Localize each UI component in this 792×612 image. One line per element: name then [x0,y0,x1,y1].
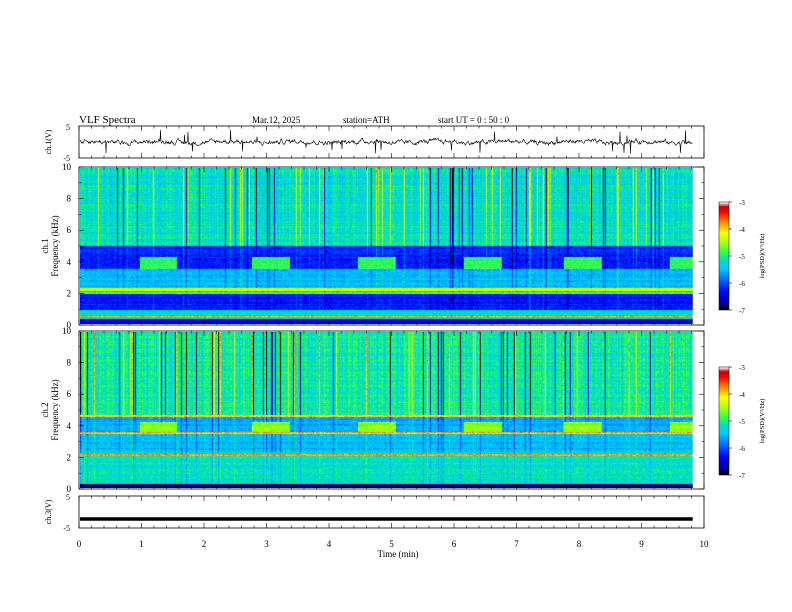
ch3-ytick-bottom: -5 [63,524,70,533]
ch1-spec-ylabel-2: Frequency (kHz) [50,215,60,276]
ch1-spectrogram-image [80,168,693,324]
x-tick-label: 10 [700,539,710,549]
ch3-ylabel: ch.3(V) [44,499,53,524]
y-tick-label: 0 [67,484,72,494]
ch2-colorbar-label: log(PSD)(V²/Hz) [759,399,766,444]
ch2-spec-yticks: 0 2 4 6 8 10 [62,326,704,494]
x-axis-ticks: 0 1 2 3 4 5 6 7 8 9 10 [77,126,709,549]
ch1-waveform-line [79,129,693,154]
x-tick-label: 9 [639,539,644,549]
y-tick-label: 4 [67,257,72,267]
ch1-ylabel: ch.1(V) [44,129,53,154]
y-tick-label: 10 [62,326,72,336]
ch1-spec-yticks: 0 2 4 6 8 10 [62,162,704,330]
ch1-colorbar-gradient [719,202,729,310]
ch1-waveform-panel: ch.1(V) 5 -5 [44,123,705,163]
y-tick-label: 6 [67,225,72,235]
date-label: Mar.12, 2025 [252,115,301,125]
x-axis-label: Time (min) [378,549,419,559]
ch2-colorbar-ticks: -3 -4 -5 -6 -7 [729,364,745,480]
ch1-ytick-bottom: -5 [63,154,70,163]
x-tick-label: 7 [514,539,519,549]
station-label: station=ATH [343,115,390,125]
ch2-colorbar: -3 -4 -5 -6 -7 log(PSD)(V²/Hz) [718,364,766,480]
x-tick-label: 4 [327,539,332,549]
ch1-colorbar-ticks: -3 -4 -5 -6 -7 [729,199,745,315]
ch1-colorbar-label: log(PSD)(V²/Hz) [759,234,766,279]
ch2-colorbar-gradient [719,367,729,475]
start-ut-label: start UT = 0 : 50 : 0 [438,115,510,125]
figure-title: VLF Spectra [79,114,136,126]
y-tick-label: 8 [67,194,72,204]
colorbar-tick-label: -3 [739,364,745,372]
colorbar-tick-label: -5 [739,253,745,261]
ch2-spectrogram-panel: ch.2 Frequency (kHz) 0 2 4 6 8 10 [40,326,705,494]
colorbar-tick-label: -4 [739,226,745,234]
x-tick-label: 0 [77,539,82,549]
ch1-ytick-top: 5 [66,123,70,132]
y-tick-label: 8 [67,358,72,368]
ch2-spec-ylabel-2: Frequency (kHz) [50,379,60,440]
y-tick-label: 2 [67,288,72,298]
ch2-spec-ylabel-1: ch.2 [40,402,50,417]
x-tick-label: 8 [577,539,582,549]
ch3-ytick-top: 5 [66,493,70,502]
y-tick-label: 6 [67,389,72,399]
x-tick-label: 3 [264,539,269,549]
y-tick-label: 0 [67,320,72,330]
y-tick-label: 4 [67,421,72,431]
x-tick-label: 1 [139,539,144,549]
colorbar-tick-label: -7 [739,472,745,480]
colorbar-tick-label: -6 [739,445,745,453]
colorbar-tick-label: -4 [739,391,745,399]
ch1-spec-ylabel-1: ch.1 [40,238,50,253]
x-tick-label: 2 [202,539,207,549]
colorbar-tick-label: -5 [739,418,745,426]
x-tick-label: 5 [389,539,394,549]
ch1-spectrogram-panel: ch.1 Frequency (kHz) 0 2 4 6 8 10 [40,162,705,330]
colorbar-tick-label: -3 [739,199,745,207]
colorbar-tick-label: -7 [739,307,745,315]
x-tick-label: 6 [452,539,457,549]
colorbar-tick-label: -6 [739,280,745,288]
y-tick-label: 10 [62,162,72,172]
ch1-colorbar: -3 -4 -5 -6 -7 log(PSD)(V²/Hz) [718,199,766,315]
ch2-spectrogram-image [80,332,693,488]
ch3-waveform-panel: ch.3(V) 5 -5 [44,493,705,533]
y-tick-label: 2 [67,452,72,462]
